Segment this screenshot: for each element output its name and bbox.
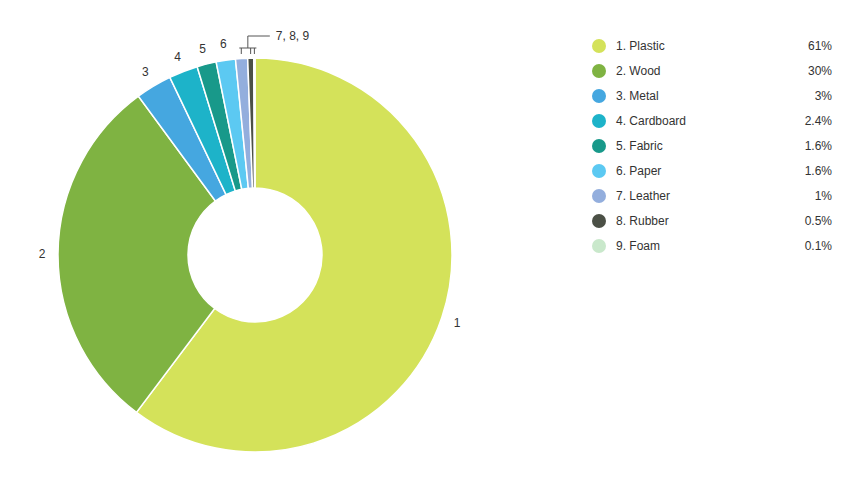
html-text:5. Fabric: 5. Fabric: [616, 138, 663, 153]
html-text:1.6%: 1.6%: [804, 138, 832, 153]
html-text:1. Plastic: 1. Plastic: [616, 38, 665, 53]
html-text:61%: 61%: [808, 38, 832, 53]
html-text:30%: 30%: [808, 63, 832, 78]
html-text:3. Metal: 3. Metal: [616, 88, 659, 103]
html-text:7. Leather: 7. Leather: [616, 188, 670, 203]
svg-text:7, 8, 9: 7, 8, 9: [276, 29, 310, 43]
svg-text:3: 3: [142, 65, 149, 79]
html-text:1%: 1%: [814, 188, 832, 203]
html-text:4. Cardboard: 4. Cardboard: [616, 113, 686, 128]
svg-text:1: 1: [454, 316, 461, 330]
html-text:0.1%: 0.1%: [804, 238, 832, 253]
html-text:8. Rubber: 8. Rubber: [616, 213, 669, 228]
html-text:9. Foam: 9. Foam: [616, 238, 660, 253]
html-text:3%: 3%: [814, 88, 832, 103]
html-text:1.6%: 1.6%: [804, 163, 832, 178]
svg-text:5: 5: [199, 42, 206, 56]
svg-text:6: 6: [220, 37, 227, 51]
html-text:0.5%: 0.5%: [804, 213, 832, 228]
html-text:6. Paper: 6. Paper: [616, 163, 662, 178]
html-text:2.4%: 2.4%: [804, 113, 832, 128]
svg-text:4: 4: [174, 50, 181, 64]
svg-text:2: 2: [39, 247, 46, 261]
html-text:2. Wood: 2. Wood: [616, 63, 661, 78]
